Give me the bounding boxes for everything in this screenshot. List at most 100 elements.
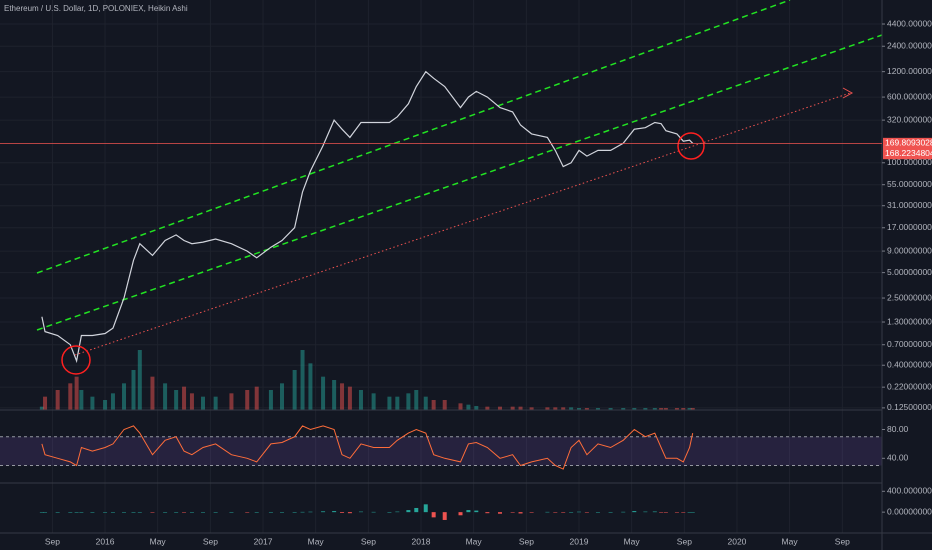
y-tick-label: 5.00000000 bbox=[887, 267, 932, 277]
volume-bar bbox=[340, 383, 345, 410]
macd-bar bbox=[332, 511, 337, 513]
y-tick-label: 0.00000000 bbox=[887, 506, 932, 516]
macd-bar bbox=[423, 504, 428, 513]
x-tick-label: Sep bbox=[835, 536, 850, 546]
macd-bar bbox=[55, 512, 60, 513]
volume-bar bbox=[300, 350, 305, 410]
grid bbox=[0, 0, 882, 533]
volume-bar bbox=[643, 408, 648, 410]
trend-line bbox=[74, 92, 851, 356]
volume-bar bbox=[681, 408, 686, 410]
volume-bar bbox=[137, 350, 142, 410]
volume-bar bbox=[131, 370, 136, 410]
x-tick-label: Sep bbox=[45, 536, 60, 546]
macd-bar bbox=[659, 512, 664, 513]
macd-bar bbox=[553, 512, 558, 513]
macd-bar bbox=[90, 512, 95, 513]
macd-bar bbox=[498, 512, 503, 514]
x-tick-label: Sep bbox=[361, 536, 376, 546]
macd-bar bbox=[292, 512, 297, 513]
volume-bar bbox=[442, 400, 447, 410]
macd-bar bbox=[466, 510, 471, 513]
y-tick-label: 1.30000000 bbox=[887, 316, 932, 326]
volume-bar bbox=[406, 393, 411, 410]
volume-bar bbox=[595, 408, 600, 410]
volume-bar bbox=[268, 390, 273, 410]
volume-bar bbox=[395, 396, 400, 410]
macd-bar bbox=[103, 512, 108, 513]
volume-bar bbox=[371, 393, 376, 410]
volume-bar bbox=[110, 393, 115, 410]
macd-bar bbox=[690, 511, 695, 513]
volume-bar bbox=[358, 390, 363, 410]
volume-bar bbox=[347, 386, 352, 410]
y-tick-label: 31.00000000 bbox=[887, 200, 932, 210]
x-tick-label: Sep bbox=[519, 536, 534, 546]
macd-bar bbox=[79, 512, 84, 513]
macd-bar bbox=[131, 512, 136, 513]
price-label-box bbox=[883, 137, 932, 149]
y-tick-label: 0.22000000 bbox=[887, 381, 932, 391]
y-tick-label: 80.00 bbox=[887, 424, 909, 434]
volume-bar bbox=[229, 393, 234, 410]
y-tick-label: 2400.00000000 bbox=[887, 40, 932, 50]
volume-bar bbox=[584, 408, 589, 410]
macd-bar bbox=[150, 512, 155, 513]
macd-bar bbox=[474, 510, 479, 513]
y-tick-label: 400.00000000 bbox=[887, 486, 932, 496]
volume-bar bbox=[182, 386, 187, 410]
macd-bar bbox=[110, 512, 115, 513]
macd-bar bbox=[182, 512, 187, 513]
volume-bar bbox=[150, 376, 155, 410]
x-tick-label: 2020 bbox=[728, 536, 747, 546]
y-tick-label: 4400.00000000 bbox=[887, 18, 932, 28]
rsi-band bbox=[0, 436, 882, 466]
macd-bar bbox=[414, 507, 419, 513]
volume-bar bbox=[690, 408, 695, 410]
volume-bar bbox=[79, 390, 84, 410]
volume-bar bbox=[561, 407, 566, 410]
x-tick-label: 2018 bbox=[412, 536, 431, 546]
y-tick-label: 40.00 bbox=[887, 453, 909, 463]
macd-bar bbox=[68, 512, 73, 513]
macd-bar bbox=[163, 512, 168, 513]
macd-bar bbox=[529, 512, 534, 513]
volume-bar bbox=[545, 407, 550, 410]
volume-bar bbox=[608, 408, 613, 410]
volume-bar bbox=[485, 406, 490, 410]
macd-bar bbox=[279, 512, 284, 513]
x-tick-label: May bbox=[782, 536, 799, 546]
macd-bar bbox=[43, 512, 48, 513]
arrow-head bbox=[842, 87, 854, 99]
volume-bar bbox=[674, 408, 679, 410]
macd-bar bbox=[510, 512, 515, 513]
macd-bar bbox=[442, 512, 447, 520]
macd-bar bbox=[189, 512, 194, 513]
macd-bar bbox=[518, 512, 523, 514]
volume-bar bbox=[621, 408, 626, 410]
x-tick-label: Sep bbox=[677, 536, 692, 546]
volume-bar bbox=[122, 383, 127, 410]
volume-bar bbox=[414, 390, 419, 410]
x-tick-label: 2016 bbox=[96, 536, 115, 546]
macd-bar bbox=[300, 511, 305, 513]
macd-bar bbox=[632, 511, 637, 513]
volume-bar bbox=[687, 408, 692, 410]
chart-title: Ethereum / U.S. Dollar, 1D, POLONIEX, He… bbox=[4, 4, 188, 13]
y-tick-label: 1200.00000000 bbox=[887, 66, 932, 76]
highlight-circle bbox=[61, 345, 91, 375]
price-label: 168.22348044 bbox=[885, 148, 932, 158]
y-tick-label: 0.40000000 bbox=[887, 359, 932, 369]
macd-bar bbox=[245, 512, 250, 513]
volume-bar bbox=[466, 404, 471, 410]
macd-bar bbox=[545, 511, 550, 513]
price-line bbox=[41, 70, 694, 364]
trend-line bbox=[36, 0, 791, 274]
macd-bar bbox=[174, 512, 179, 513]
volume-bar bbox=[55, 390, 60, 410]
macd-bar bbox=[387, 512, 392, 513]
macd-bar bbox=[561, 512, 566, 513]
